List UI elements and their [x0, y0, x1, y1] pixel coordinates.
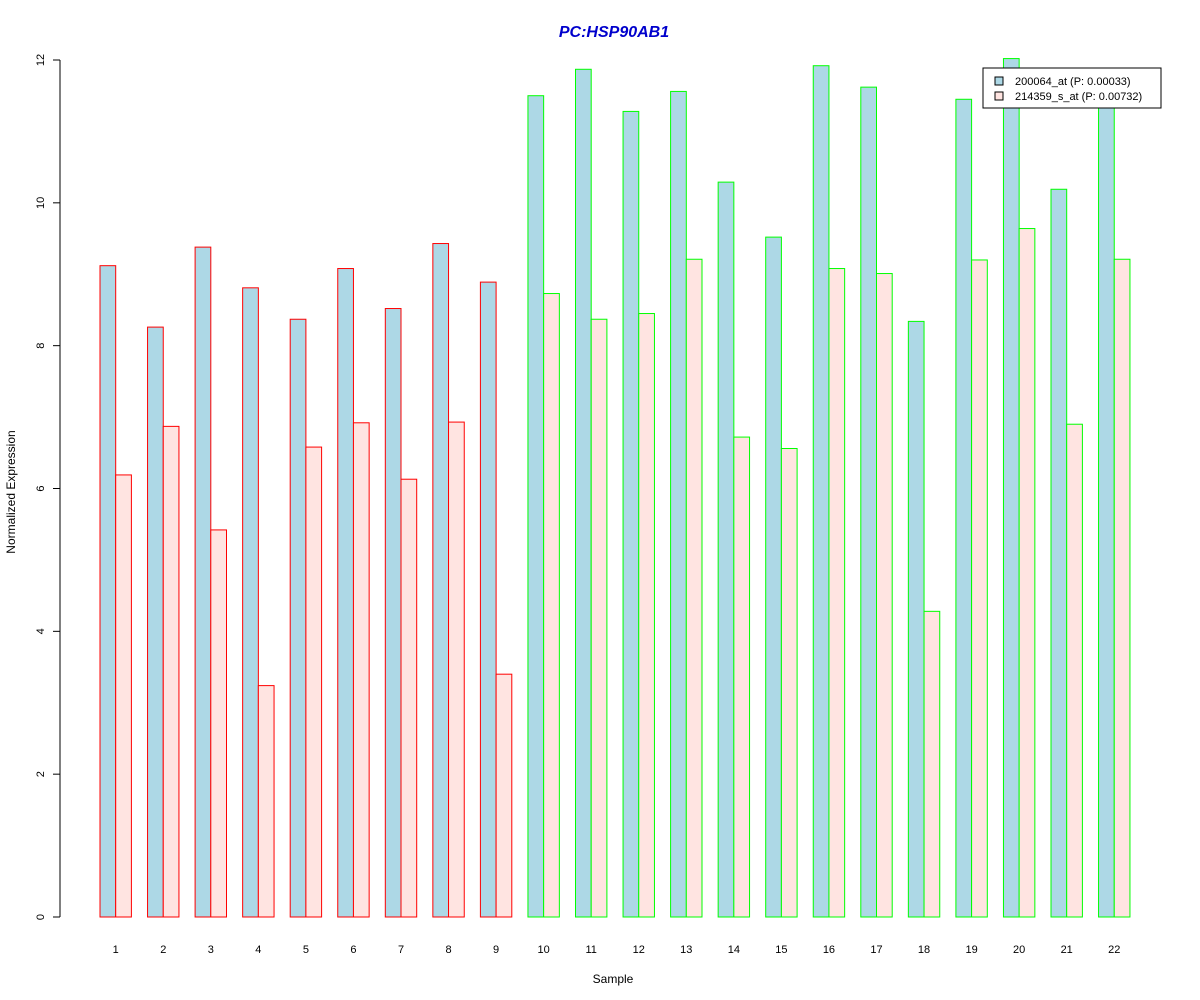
bar-200064-at: [622, 110, 640, 918]
bar-200064-at: [432, 243, 450, 918]
bar-200064-at: [479, 281, 497, 918]
y-axis: 0 2 4 6 8 10 12: [35, 54, 61, 920]
bar-214359-s-at: [733, 436, 751, 918]
bar-200064-at: [194, 246, 212, 918]
bar-214359-s-at: [971, 259, 988, 918]
bar-214359-s-at: [210, 529, 228, 918]
x-tick-label: 2: [160, 944, 166, 956]
x-tick-label: 15: [775, 944, 787, 956]
x-tick-label: 11: [585, 944, 596, 956]
bar-200064-at: [860, 86, 877, 918]
legend-label: 214359_s_at (P: 0.00732): [1015, 91, 1142, 103]
legend-label: 200064_at (P: 0.00033): [1015, 76, 1131, 88]
bar-200064-at: [384, 308, 402, 918]
bar-214359-s-at: [1018, 228, 1036, 918]
x-tick-label: 12: [633, 944, 645, 956]
bar-200064-at: [527, 95, 545, 918]
bar-200064-at: [1098, 107, 1115, 918]
x-tick-label: 6: [350, 944, 356, 956]
bar-214359-s-at: [305, 446, 323, 918]
x-tick-label: 17: [870, 944, 882, 956]
bar-214359-s-at: [257, 685, 275, 918]
legend-box: [982, 67, 1162, 109]
bar-214359-s-at: [638, 313, 655, 918]
y-tick-label: 10: [35, 197, 47, 209]
bar-214359-s-at: [495, 673, 513, 918]
bar-214359-s-at: [876, 273, 893, 918]
bar-200064-at: [337, 268, 354, 918]
bar-214359-s-at: [923, 610, 941, 918]
y-tick-label: 4: [35, 628, 47, 634]
bar-214359-s-at: [448, 421, 465, 918]
chart-title: PC:HSP90AB1: [559, 24, 669, 41]
y-tick-label: 6: [35, 485, 47, 491]
bar-214359-s-at: [828, 268, 846, 918]
y-axis-label: Normalized Expression: [4, 430, 18, 553]
x-tick-label: 7: [398, 944, 404, 956]
bar-214359-s-at: [1066, 423, 1083, 918]
bar-214359-s-at: [400, 478, 418, 918]
bar-200064-at: [765, 236, 782, 918]
x-tick-label: 10: [538, 944, 550, 956]
x-tick-label: 18: [918, 944, 930, 956]
bar-214359-s-at: [162, 425, 180, 918]
bar-200064-at: [289, 318, 307, 918]
bar-200064-at: [907, 320, 925, 918]
bar-214359-s-at: [543, 293, 560, 918]
x-tick-label: 21: [1061, 944, 1073, 956]
x-tick-label: 9: [493, 944, 499, 956]
bar-200064-at: [147, 326, 164, 918]
x-tick-label: 8: [445, 944, 451, 956]
x-tick-label: 5: [303, 944, 309, 956]
bar-200064-at: [812, 65, 830, 918]
y-tick-label: 12: [35, 54, 47, 66]
bar-200064-at: [717, 181, 735, 918]
bar-214359-s-at: [685, 258, 703, 918]
bar-200064-at: [1050, 188, 1068, 918]
x-tick-label: 3: [208, 944, 214, 956]
bar-214359-s-at: [1113, 258, 1131, 918]
legend-swatch: [994, 76, 1004, 86]
bar-200064-at: [242, 287, 259, 918]
x-tick-label: 19: [965, 944, 977, 956]
y-tick-label: 8: [35, 343, 47, 349]
x-tick-label: 20: [1013, 944, 1025, 956]
bar-214359-s-at: [352, 422, 370, 918]
bar-200064-at: [575, 68, 592, 918]
bar-200064-at: [1002, 58, 1020, 918]
legend: 200064_at (P: 0.00033) 214359_s_at (P: 0.…: [982, 67, 1162, 109]
x-tick-label: 13: [680, 944, 692, 956]
x-tick-label: 14: [728, 944, 740, 956]
x-tick-label: 16: [823, 944, 835, 956]
x-axis-label: Sample: [593, 972, 634, 986]
bar-214359-s-at: [115, 474, 132, 918]
bars: [99, 58, 1131, 918]
x-tick-label: 22: [1108, 944, 1120, 956]
bar-200064-at: [99, 265, 117, 918]
y-tick-label: 0: [35, 914, 47, 920]
y-tick-label: 2: [35, 771, 47, 777]
bar-214359-s-at: [590, 318, 608, 918]
bar-200064-at: [955, 98, 973, 918]
legend-swatch: [994, 91, 1004, 101]
x-axis-tick-labels: 1 2 3 4 5 6 7 8 9 10 11 12 13 14 15 16 17 18 19 20 21 22: [113, 944, 1121, 956]
bar-200064-at: [670, 90, 687, 918]
x-tick-label: 1: [113, 944, 119, 956]
bar-214359-s-at: [780, 448, 798, 918]
x-tick-label: 4: [255, 944, 261, 956]
